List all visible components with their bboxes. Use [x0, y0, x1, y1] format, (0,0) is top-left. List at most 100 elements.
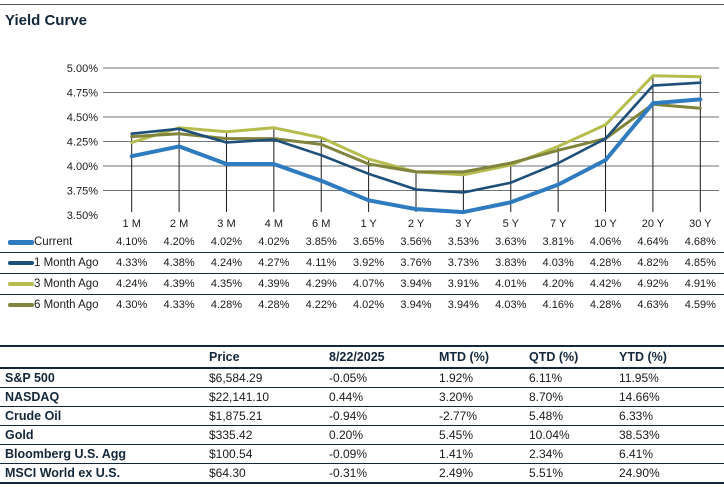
market-value-cell: 3.20% — [439, 390, 474, 404]
legend-label-cell: 1 Month Ago — [0, 257, 108, 269]
market-value-cell: -0.05% — [329, 371, 368, 385]
legend-value-cell: 3.91% — [447, 278, 479, 290]
x-axis-tick-label: 4 M — [265, 218, 283, 230]
legend-series-name: 3 Month Ago — [34, 278, 99, 290]
market-value-cell: 6.41% — [619, 447, 654, 461]
legend-value-cell: 4.39% — [258, 278, 290, 290]
legend-value-cell: 4.33% — [116, 257, 148, 269]
legend-value-cell: 4.28% — [589, 257, 622, 269]
x-axis-tick-label: 30 Y — [689, 218, 712, 230]
legend-series-name: 6 Month Ago — [34, 299, 99, 311]
x-axis-tick-label: 2 M — [170, 218, 188, 230]
market-value-cell: 1.92% — [439, 371, 474, 385]
legend-value-cell: 4.33% — [163, 299, 195, 311]
legend-value-cell: 4.07% — [353, 278, 385, 290]
legend-swatch-icon — [8, 261, 34, 265]
legend-value-cell: 4.35% — [210, 278, 243, 290]
x-axis-tick-label: 1 M — [123, 218, 141, 230]
legend-value-cell: 3.81% — [542, 236, 574, 248]
market-table-row: Bloomberg U.S. Agg $100.54 -0.09% 1.41% 2.34… — [0, 445, 724, 464]
legend-value-cell: 4.03% — [495, 299, 527, 311]
series-line-current — [129, 97, 703, 215]
legend-value-cell: 4.82% — [637, 257, 669, 269]
legend-label-cell: 3 Month Ago — [0, 278, 108, 290]
legend-value-cell: 3.63% — [495, 236, 527, 248]
market-value-cell: 0.44% — [329, 390, 364, 404]
y-axis-tick-label: 3.50% — [67, 210, 98, 222]
market-row-label: Gold — [5, 428, 34, 442]
legend-value-cell: 4.02% — [258, 236, 290, 248]
legend-value-cell: 4.06% — [589, 236, 622, 248]
market-header-cell: QTD (%) — [529, 350, 579, 364]
legend-value-cell: 4.10% — [116, 236, 148, 248]
legend-value-cell: 3.83% — [495, 257, 527, 269]
x-axis-tick-label: 3 Y — [455, 218, 472, 230]
legend-value-cell: 4.20% — [542, 278, 574, 290]
yield-curve-plot: 5.00% 4.75% 4.50% 4.25% 4.00% 3.75% 3.50% 1 M 2 … — [67, 63, 719, 230]
market-table-row: MSCI World ex U.S. $64.30 -0.31% 2.49% 5.51%… — [0, 464, 724, 484]
market-table-row: NASDAQ $22,141.10 0.44% 3.20% 8.70% 14.66% — [0, 388, 724, 407]
market-value-cell: 8.70% — [529, 390, 564, 404]
yield-curve-legend-table: Current 4.10% 4.20% 4.02% 4.02% 3.85% 3.65% 3.5… — [0, 232, 724, 315]
market-table-row: Gold $335.42 0.20% 5.45% 10.04% 38.53% — [0, 426, 724, 445]
legend-value-cell: 4.02% — [210, 236, 243, 248]
market-value-cell: 6.11% — [529, 371, 563, 385]
legend-value-cell: 4.38% — [163, 257, 195, 269]
y-axis-tick-label: 4.50% — [67, 112, 98, 124]
legend-row-3-month-ago: 3 Month Ago 4.24% 4.39% 4.35% 4.39% 4.29% 4.07… — [0, 273, 724, 294]
y-axis-tick-label: 4.25% — [67, 137, 98, 149]
legend-value-cell: 4.24% — [210, 257, 243, 269]
legend-value-cell: 4.64% — [637, 236, 669, 248]
x-axis-tick-label: 5 Y — [503, 218, 520, 230]
x-axis-tick-label: 6 M — [312, 218, 330, 230]
legend-value-cell: 4.85% — [684, 257, 716, 269]
legend-value-cell: 4.16% — [542, 299, 574, 311]
legend-swatch-icon — [8, 303, 34, 307]
legend-value-cell: 3.65% — [353, 236, 385, 248]
market-value-cell: 1.41% — [439, 447, 474, 461]
market-value-cell: $6,584.29 — [209, 371, 263, 385]
x-axis-tick-label: 2 Y — [408, 218, 425, 230]
market-value-cell: 10.04% — [529, 428, 570, 442]
market-value-cell: 2.49% — [439, 466, 474, 480]
market-row-label: NASDAQ — [5, 390, 60, 404]
legend-value-cell: 3.53% — [447, 236, 479, 248]
y-axis-tick-label: 4.00% — [67, 161, 98, 173]
market-value-cell: 5.48% — [529, 409, 564, 423]
page-title: Yield Curve — [5, 12, 87, 29]
legend-swatch-icon — [8, 282, 34, 286]
legend-row-current: Current 4.10% 4.20% 4.02% 4.02% 3.85% 3.65% 3.5… — [0, 232, 724, 252]
y-axis-tick-label: 5.00% — [67, 63, 98, 75]
market-table-header-row: Price 8/22/2025 MTD (%) QTD (%) YTD (%) — [0, 347, 724, 369]
legend-value-cell: 4.42% — [589, 278, 622, 290]
legend-value-cell: 4.59% — [684, 299, 716, 311]
market-row-label: S&P 500 — [5, 371, 55, 385]
market-value-cell: $100.54 — [209, 447, 253, 461]
top-divider — [0, 4, 724, 5]
legend-value-cell: 4.63% — [637, 299, 669, 311]
legend-value-cell: 3.76% — [400, 257, 432, 269]
legend-value-cell: 4.92% — [637, 278, 669, 290]
market-row-label: Bloomberg U.S. Agg — [5, 447, 127, 461]
market-header-cell: Price — [209, 350, 240, 364]
market-row-label: MSCI World ex U.S. — [5, 466, 121, 480]
legend-value-cell: 4.28% — [589, 299, 622, 311]
market-value-cell: -0.09% — [329, 447, 368, 461]
market-value-cell: 0.20% — [329, 428, 364, 442]
legend-value-cell: 4.29% — [305, 278, 337, 290]
yield-curve-chart: 5.00% 4.75% 4.50% 4.25% 4.00% 3.75% 3.50% 1 M 2 … — [0, 50, 724, 230]
market-value-cell: 24.90% — [619, 466, 660, 480]
market-value-cell: -2.77% — [439, 409, 478, 423]
legend-value-cell: 4.11% — [306, 257, 337, 269]
legend-value-cell: 4.30% — [116, 299, 148, 311]
market-value-cell: 5.45% — [439, 428, 474, 442]
market-value-cell: -0.94% — [329, 409, 368, 423]
market-header-cell: 8/22/2025 — [329, 350, 385, 364]
legend-value-cell: 4.24% — [116, 278, 148, 290]
x-axis-tick-label: 20 Y — [642, 218, 665, 230]
market-value-cell: $335.42 — [209, 428, 253, 442]
legend-value-cell: 4.01% — [495, 278, 527, 290]
market-value-cell: 2.34% — [529, 447, 564, 461]
y-axis-tick-label: 3.75% — [67, 186, 98, 198]
market-value-cell: 14.66% — [619, 390, 660, 404]
